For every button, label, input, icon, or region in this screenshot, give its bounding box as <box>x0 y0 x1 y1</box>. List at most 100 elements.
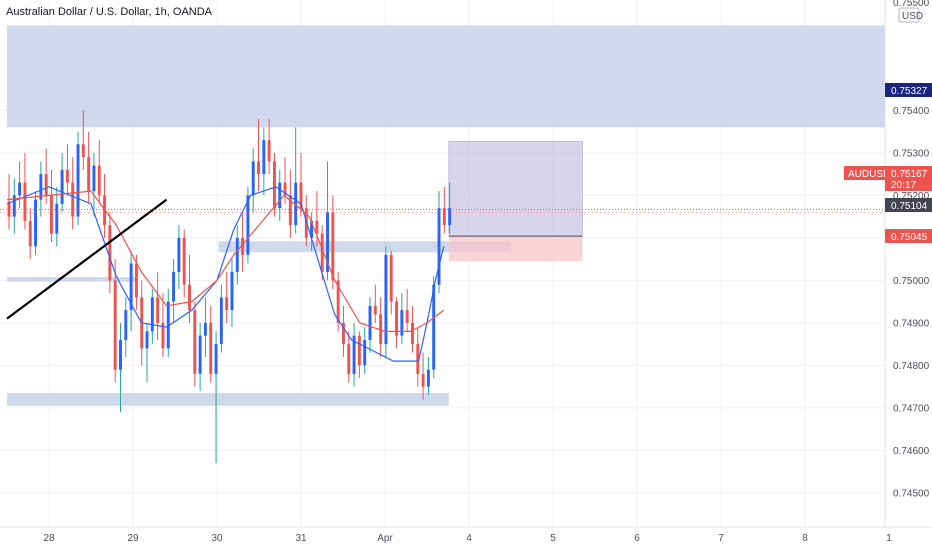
candle-body <box>347 344 351 374</box>
svg-text:0.75327: 0.75327 <box>891 86 928 97</box>
moving-average-red <box>6 190 445 332</box>
candle-body <box>87 157 91 192</box>
candle-body <box>442 208 446 226</box>
zone-rect <box>218 241 511 253</box>
candle-body <box>113 280 117 370</box>
candle-body <box>28 220 32 247</box>
candle-body <box>432 284 436 370</box>
candle-body <box>310 220 314 238</box>
candle-body <box>299 182 303 209</box>
bar-countdown: 20:17 <box>891 180 916 191</box>
time-tick-label: 7 <box>718 533 724 544</box>
candle-body <box>320 233 324 272</box>
price-tick-label: 0.75300 <box>893 148 930 159</box>
candle-body <box>198 335 202 374</box>
candle-body <box>71 182 75 217</box>
zone-rect <box>7 25 885 128</box>
candle-body <box>219 297 223 345</box>
candle-body <box>97 165 101 196</box>
candle-body <box>363 339 367 366</box>
candle-body <box>172 271 176 302</box>
price-tick-label: 0.74600 <box>893 446 930 457</box>
time-tick-label: 1 <box>886 533 892 544</box>
candle-body <box>44 174 48 196</box>
symbol-tag: AUDUSD <box>844 166 890 180</box>
time-tick-label: 30 <box>211 533 223 544</box>
svg-text:0.75045: 0.75045 <box>891 232 928 243</box>
price-tick-label: 0.75400 <box>893 106 930 117</box>
price-tick-label: 0.75000 <box>893 276 930 287</box>
candle-body <box>12 195 16 217</box>
candle-body <box>251 161 255 196</box>
candle-body <box>267 140 271 162</box>
candle-body <box>389 254 393 302</box>
candle-body <box>18 182 22 196</box>
candle-body <box>341 322 345 345</box>
candle-body <box>166 301 170 349</box>
candle-body <box>81 144 85 158</box>
time-tick-label: 29 <box>127 533 139 544</box>
target-price-tag: 0.75327 <box>885 83 932 97</box>
time-tick-label: 4 <box>466 533 472 544</box>
zones-layer <box>7 25 885 406</box>
last-price-line <box>0 208 885 213</box>
candle-body <box>39 174 43 200</box>
entry-price-tag: 0.75104 <box>885 198 932 212</box>
price-tick-label: 0.74700 <box>893 403 930 414</box>
candle-body <box>150 297 154 332</box>
candle-body <box>188 284 191 311</box>
candle-body <box>145 331 149 349</box>
candle-body <box>315 220 319 234</box>
last-price-value: 0.75167 <box>891 169 928 180</box>
price-tick-label: 0.74800 <box>893 361 930 372</box>
time-tick-label: 8 <box>802 533 808 544</box>
candle-body <box>262 140 266 175</box>
zone-rect <box>7 393 449 406</box>
candle-body <box>400 310 404 336</box>
candle-body <box>416 344 420 374</box>
candle-body <box>421 373 425 387</box>
candle-body <box>294 182 298 226</box>
price-tick-label: 0.74500 <box>893 488 930 499</box>
candle-body <box>203 322 207 336</box>
candle-body <box>426 369 430 387</box>
svg-text:AUDUSD: AUDUSD <box>848 169 890 180</box>
candle-body <box>76 144 80 217</box>
candle-body <box>108 225 112 281</box>
candle-body <box>373 305 377 315</box>
candle-body <box>272 161 276 209</box>
candle-body <box>241 237 245 255</box>
candle-body <box>60 169 64 204</box>
candle-body <box>214 344 218 374</box>
candle-body <box>278 182 282 209</box>
zone-rect <box>7 276 138 282</box>
time-tick-label: 31 <box>295 533 307 544</box>
candle-body <box>326 212 329 272</box>
svg-text:0.75104: 0.75104 <box>891 201 928 212</box>
time-axis-ticks[interactable]: 28 29 30 31 Apr 4 5 6 7 8 1 <box>43 533 892 544</box>
candle-body <box>230 271 234 311</box>
long-position-tool[interactable] <box>448 141 583 262</box>
candle-body <box>331 212 335 281</box>
time-tick-label: Apr <box>377 533 393 544</box>
last-price-tag: 0.75167 20:17 <box>885 166 932 191</box>
candle-body <box>352 335 356 374</box>
candle-body <box>50 195 53 234</box>
currency-label: USD <box>902 11 923 22</box>
price-tick-label: 0.74900 <box>893 318 930 329</box>
time-tick-label: 6 <box>634 533 640 544</box>
candle-body <box>336 280 340 323</box>
candle-body <box>92 165 96 192</box>
candle-body <box>288 195 292 226</box>
time-tick-label: 5 <box>550 533 556 544</box>
candle-body <box>177 237 181 272</box>
candle-body <box>357 335 361 366</box>
currency-button[interactable] <box>898 7 920 23</box>
candle-body <box>448 208 452 226</box>
candle-body <box>235 237 239 272</box>
trendline <box>6 198 168 320</box>
candle-body <box>209 322 213 374</box>
trendline-layer[interactable] <box>6 198 168 320</box>
candle-body <box>134 263 138 298</box>
